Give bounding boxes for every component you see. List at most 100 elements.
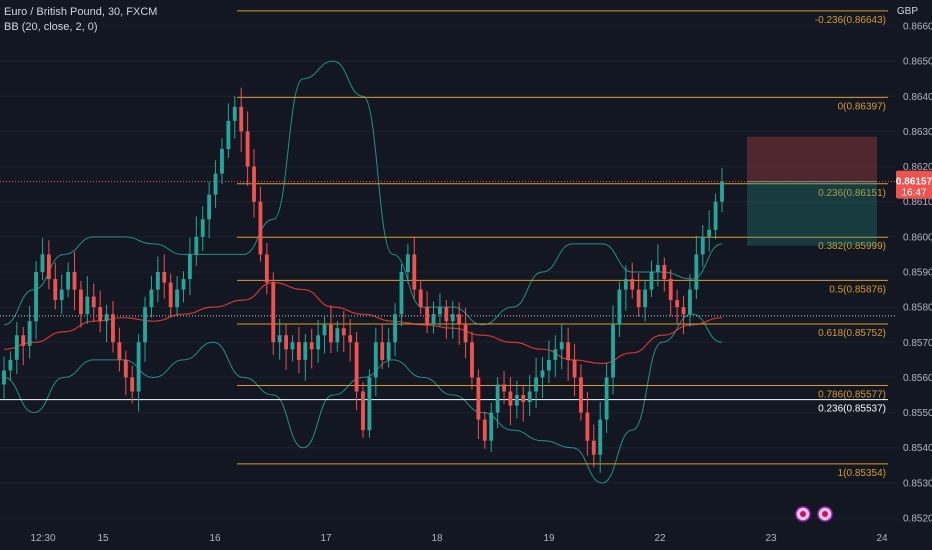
candle-body <box>457 314 462 325</box>
candle-body <box>566 342 571 360</box>
last-price-badge <box>896 170 932 199</box>
candle-body <box>232 106 237 121</box>
candle-body <box>713 201 718 230</box>
fib-level-label: 1(0.85354) <box>838 468 886 479</box>
candle-body <box>264 254 269 283</box>
candle-body <box>194 236 199 255</box>
fib-level-label: 0(0.86397) <box>838 101 886 112</box>
candle-body <box>226 120 231 149</box>
candle-body <box>386 342 391 360</box>
fib-level-label: 0.236(0.86151) <box>818 188 886 199</box>
time-tick-label: 24 <box>876 533 888 544</box>
candle-body <box>495 384 500 413</box>
candle-body <box>181 279 186 290</box>
fib-level-label: -0.236(0.86643) <box>815 15 886 26</box>
candle-body <box>489 412 494 441</box>
time-tick-label: 19 <box>543 533 555 544</box>
fib-level-label: 0.5(0.85876) <box>829 284 886 295</box>
candle-body <box>508 391 513 406</box>
candle-body <box>534 377 539 392</box>
indicator-title: BB (20, close, 2, 0) <box>4 21 98 33</box>
candle-body <box>136 342 141 392</box>
candle-body <box>579 377 583 413</box>
candle-body <box>168 282 173 308</box>
target-zone <box>747 181 877 246</box>
candle-countdown: 16:47 <box>901 188 926 199</box>
currency-label: GBP <box>896 6 918 17</box>
candle-body <box>91 296 96 308</box>
candle-body <box>213 173 218 195</box>
candle-body <box>284 335 288 350</box>
candle-body <box>399 272 404 315</box>
candle-body <box>502 384 506 392</box>
candle-body <box>239 106 244 132</box>
candle-body <box>482 419 487 441</box>
time-axis: 12:30 15 16 17 18 19 22 23 24 <box>30 533 888 544</box>
candle-body <box>438 307 442 315</box>
candle-body <box>643 289 647 308</box>
candle-body <box>187 254 192 280</box>
candle-body <box>476 377 481 420</box>
candle-body <box>623 279 628 290</box>
candle-body <box>130 377 135 392</box>
candle-body <box>617 289 622 325</box>
candle-body <box>329 324 333 343</box>
candle-body <box>585 412 590 441</box>
candle-body <box>425 307 430 325</box>
candle-body <box>649 272 654 290</box>
candle-body <box>252 166 256 202</box>
candle-body <box>707 229 712 237</box>
candle-body <box>149 289 154 308</box>
short-position-tool <box>747 136 877 246</box>
fib-level-label: 0.618(0.85752) <box>818 328 886 339</box>
candle-body <box>53 279 58 301</box>
candle-body <box>14 335 19 360</box>
candle-body <box>611 324 615 378</box>
candle-body <box>207 194 212 220</box>
candle-body <box>290 342 295 350</box>
candle-body <box>450 314 455 322</box>
candle-body <box>688 289 692 315</box>
flag-event-icon[interactable] <box>795 506 811 522</box>
candle-body <box>277 335 282 343</box>
candle-body <box>412 254 417 290</box>
candle-body <box>40 254 45 272</box>
candle-body <box>720 181 724 202</box>
time-tick-label: 12:30 <box>30 533 55 544</box>
candle-body <box>636 289 641 308</box>
flag-event-icon[interactable] <box>817 506 833 522</box>
candle-body <box>296 342 301 360</box>
candle-body <box>98 307 103 322</box>
candle-body <box>463 324 468 343</box>
candle-body <box>245 131 250 167</box>
candle-body <box>367 377 372 431</box>
chart-legend: Euro / British Pound, 30, FXCM BB (20, c… <box>4 5 157 35</box>
candle-body <box>604 377 609 420</box>
candle-body <box>393 314 397 343</box>
candle-body <box>668 279 673 301</box>
candle-body <box>34 272 38 322</box>
fib-level-label: 0.382(0.85999) <box>818 241 886 252</box>
symbol-title: Euro / British Pound, 30, FXCM <box>4 6 158 18</box>
candle-body <box>405 254 410 272</box>
candle-body <box>303 342 308 360</box>
bb-upper-band <box>3 60 723 326</box>
time-tick-label: 18 <box>431 533 443 544</box>
time-tick-label: 17 <box>320 533 332 544</box>
candle-body <box>444 307 449 322</box>
time-tick-label: 15 <box>97 533 109 544</box>
candle-body <box>85 296 90 315</box>
candle-body <box>123 359 128 378</box>
